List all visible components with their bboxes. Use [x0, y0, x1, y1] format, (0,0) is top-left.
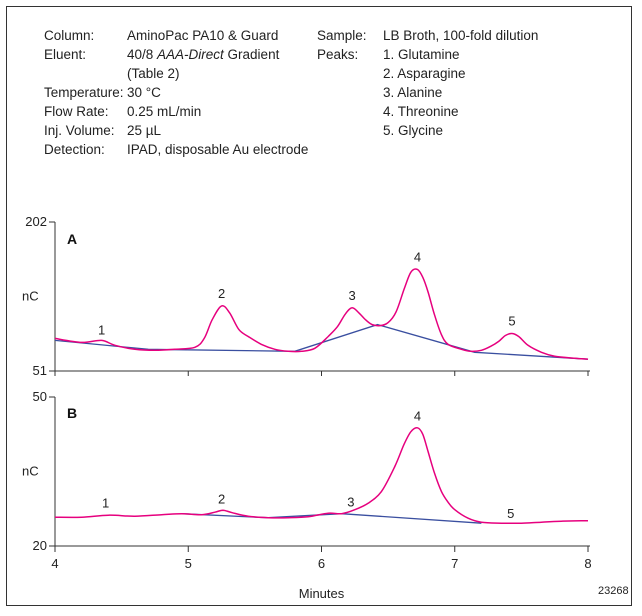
condition-label: Sample:	[317, 28, 367, 43]
panel-letter: B	[67, 405, 77, 421]
condition-row: Detection: IPAD, disposable Au electrode	[44, 140, 308, 159]
eluent-pre: 40/8	[127, 47, 158, 62]
integration-baseline	[181, 513, 482, 524]
peak-label: 5	[507, 506, 514, 521]
figure-code: 23268	[598, 585, 629, 597]
condition-label: Detection:	[44, 142, 105, 157]
integration-baseline	[54, 323, 589, 360]
condition-row: Inj. Volume: 25 µL	[44, 121, 308, 140]
condition-label: Eluent:	[44, 47, 87, 62]
peak-label: 2	[218, 491, 225, 506]
y-tick-label: 51	[33, 363, 47, 378]
y-axis-label: nC	[22, 289, 39, 304]
condition-row: 3. Alanine	[317, 83, 538, 102]
y-tick-label: 50	[33, 389, 47, 404]
condition-row: Sample: LB Broth, 100-fold dilution	[317, 26, 538, 45]
condition-value: 5. Glycine	[383, 123, 444, 138]
condition-row: (Table 2)	[44, 64, 308, 83]
x-tick-label: 5	[185, 556, 192, 571]
x-tick-label: 7	[451, 556, 458, 571]
condition-label: Peaks:	[317, 47, 359, 62]
x-tick-label: 8	[584, 556, 591, 571]
condition-value: 0.25 mL/min	[127, 104, 202, 119]
peak-label: 1	[102, 495, 109, 510]
condition-value: 4. Threonine	[383, 104, 459, 119]
condition-row: Temperature: 30 °C	[44, 83, 308, 102]
condition-row: Peaks: 1. Glutamine	[317, 45, 538, 64]
condition-row: Column: AminoPac PA10 & Guard	[44, 26, 308, 45]
peak-label: 1	[98, 322, 105, 337]
condition-row: Flow Rate: 0.25 mL/min	[44, 102, 308, 121]
condition-value: 3. Alanine	[383, 85, 443, 100]
y-tick-label: 20	[33, 538, 47, 553]
condition-label: Flow Rate:	[44, 104, 109, 119]
y-axis-label: nC	[22, 464, 39, 479]
condition-label: Inj. Volume:	[44, 123, 115, 138]
figure-frame	[6, 6, 632, 606]
panel-letter: A	[67, 231, 77, 247]
eluent-post: Gradient	[223, 47, 280, 62]
y-tick-label: 202	[25, 214, 47, 229]
peak-label: 4	[414, 249, 421, 264]
conditions-right: Sample: LB Broth, 100-fold dilution Peak…	[317, 26, 538, 140]
condition-value: 40/8 AAA-Direct Gradient	[127, 45, 279, 64]
peak-label: 3	[349, 288, 356, 303]
condition-value: 2. Asparagine	[383, 66, 466, 81]
condition-value: LB Broth, 100-fold dilution	[383, 28, 539, 43]
eluent-italic: AAA-Direct	[157, 47, 224, 62]
condition-value: (Table 2)	[127, 66, 180, 81]
peak-label: 5	[508, 314, 515, 329]
condition-label: Temperature:	[44, 85, 124, 100]
x-axis-label: Minutes	[299, 586, 345, 601]
x-tick-label: 4	[51, 556, 58, 571]
condition-value: AminoPac PA10 & Guard	[127, 28, 279, 43]
condition-row: 5. Glycine	[317, 121, 538, 140]
chromatogram-trace	[54, 426, 589, 525]
condition-label: Column:	[44, 28, 95, 43]
condition-value: 30 °C	[127, 85, 161, 100]
condition-row: Eluent: 40/8 AAA-Direct Gradient	[44, 45, 308, 64]
peak-label: 2	[218, 286, 225, 301]
conditions-left: Column: AminoPac PA10 & Guard Eluent: 40…	[44, 26, 308, 159]
condition-value: IPAD, disposable Au electrode	[127, 142, 309, 157]
x-tick-label: 6	[318, 556, 325, 571]
peak-label: 4	[414, 408, 421, 423]
condition-row: 2. Asparagine	[317, 64, 538, 83]
condition-value: 1. Glutamine	[383, 47, 460, 62]
peak-label: 3	[347, 494, 354, 509]
chromatogram-trace	[54, 268, 589, 360]
condition-row: 4. Threonine	[317, 102, 538, 121]
condition-value: 25 µL	[127, 123, 162, 138]
